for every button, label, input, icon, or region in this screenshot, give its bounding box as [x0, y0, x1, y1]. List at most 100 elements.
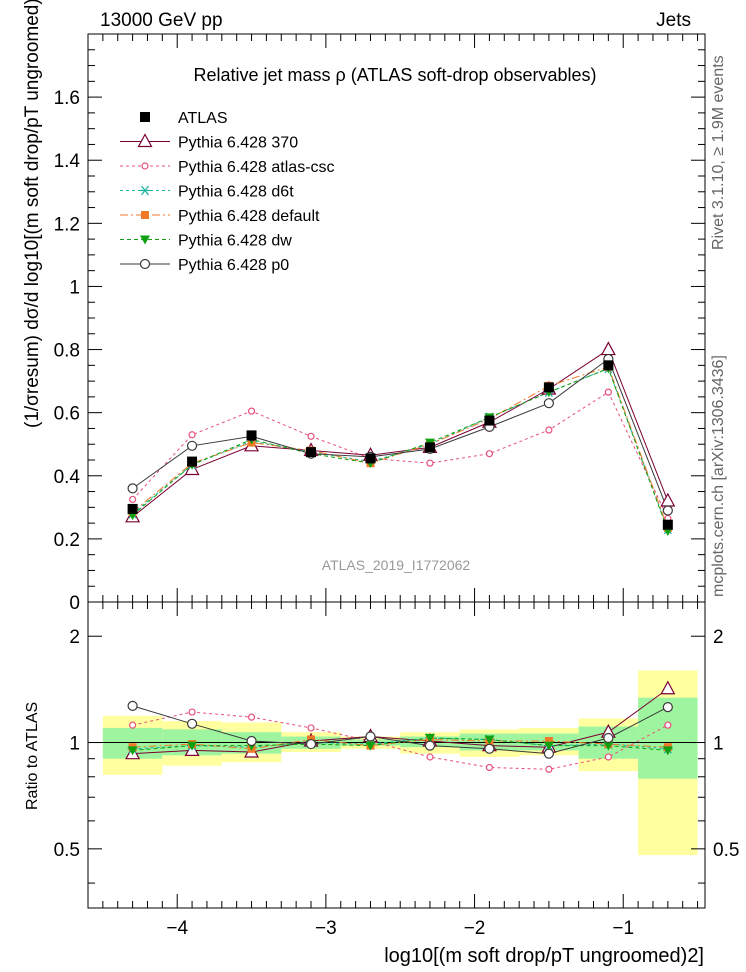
ratio-series-point: [603, 741, 614, 751]
main-series-point: [127, 483, 138, 494]
ratio-series-point: [543, 748, 554, 759]
ratio-plot-frame: [87, 601, 706, 909]
main-y-tick-label: 0.8: [54, 341, 80, 362]
ratio-y-tick-label: 2: [69, 627, 80, 648]
data-point: [365, 453, 376, 464]
ratio-y-tick-label: 1: [69, 734, 80, 755]
main-y-tick-label: 1.2: [54, 214, 80, 235]
main-series-line: [132, 391, 669, 519]
legend-marker: [141, 162, 149, 170]
legend-marker: [140, 112, 150, 122]
ratio-series-point: [365, 731, 376, 742]
main-series-point: [188, 431, 196, 439]
legend-label: Pythia 6.428 atlas-csc: [178, 159, 335, 176]
ratio-y-tick-label: 0.5: [54, 840, 80, 861]
data-point: [424, 442, 435, 453]
main-series-point: [247, 407, 256, 415]
main-y-tick-label: 1.6: [54, 88, 80, 109]
side-label-top: Rivet 3.1.10, ≥ 1.9M events: [710, 55, 727, 250]
ratio-series-point: [664, 721, 672, 729]
ratio-series-point: [660, 680, 676, 695]
legend-label: Pythia 6.428 370: [178, 135, 298, 152]
ratio-series-point: [186, 718, 198, 729]
ratio-series-point: [127, 700, 138, 711]
ratio-series-point: [307, 724, 315, 732]
ratio-y-tick-label-right: 2: [713, 627, 724, 648]
main-series-point: [307, 432, 315, 440]
ratio-y-tick-label-right: 1: [713, 734, 724, 755]
data-point: [484, 415, 495, 426]
ratio-y-axis-label: Ratio to ATLAS: [24, 702, 41, 810]
main-series-point: [545, 426, 553, 434]
data-point: [127, 503, 138, 514]
ratio-series-point: [187, 741, 198, 751]
x-tick-label: −1: [612, 918, 634, 939]
x-axis-label: log10[(m soft drop/pT ungroomed)2]: [384, 945, 704, 967]
main-series-line: [132, 367, 669, 530]
ratio-series-point: [424, 740, 436, 751]
main-series-point: [426, 459, 434, 467]
ratio-series-point: [484, 735, 495, 745]
ratio-series-point: [424, 734, 435, 744]
main-series-point: [662, 505, 673, 516]
chart-title: Relative jet mass ρ (ATLAS soft-drop obs…: [193, 65, 596, 85]
ratio-series-line: [132, 711, 669, 770]
legend-label: Pythia 6.428 default: [178, 208, 320, 225]
ratio-series-point: [188, 708, 196, 716]
main-series-point: [186, 440, 198, 451]
ratio-series-line: [132, 737, 668, 750]
main-series-point: [604, 388, 612, 396]
main-series-line: [132, 367, 669, 532]
ratio-series-point: [426, 753, 434, 761]
header-right: Jets: [656, 10, 691, 31]
main-series-line: [132, 366, 669, 529]
ratio-series-point: [604, 753, 612, 761]
ratio-series-point: [305, 738, 317, 750]
ratio-plot: −4 −3 −2 −1 0.5 0.5 1 1 2 2: [54, 601, 739, 939]
x-tick-label: −3: [315, 918, 337, 939]
ratio-series-point: [545, 765, 553, 773]
legend-marker: [137, 133, 153, 148]
data-point: [187, 456, 198, 467]
ratio-series-point: [544, 737, 553, 746]
ratio-series-point: [129, 721, 137, 729]
data-point: [246, 430, 257, 441]
ratio-series-point: [662, 746, 673, 756]
legend-label: Pythia 6.428 p0: [178, 257, 289, 274]
data-point: [543, 382, 554, 393]
main-plot: 0.2 0.4 0.6 0.8 1 1.2 1.4 1.6 0: [54, 33, 706, 614]
main-y-tick-label: 1: [69, 277, 80, 298]
legend-marker: [140, 235, 150, 245]
ratio-series-line: [132, 688, 669, 755]
watermark: ATLAS_2019_I1772062: [322, 557, 471, 573]
ratio-series-line: [132, 737, 668, 751]
ratio-series-point: [662, 701, 673, 713]
legend-label: Pythia 6.428 dw: [178, 233, 292, 250]
legend-label: ATLAS: [178, 110, 228, 127]
main-series-point: [129, 495, 137, 504]
legend-label: Pythia 6.428 d6t: [178, 184, 294, 201]
ratio-series-point: [247, 713, 256, 721]
ratio-series-point: [484, 743, 495, 754]
main-series-line: [132, 358, 669, 511]
legend-marker: [139, 258, 151, 270]
legend-marker: [141, 211, 149, 219]
main-y-tick-label: 0.6: [54, 404, 80, 425]
main-series-line: [132, 348, 669, 518]
ratio-series-point: [246, 735, 257, 747]
main-y-tick-label: 0.2: [54, 530, 80, 551]
legend-marker: [140, 185, 150, 196]
main-y-tick-label: 0: [69, 593, 80, 614]
ratio-series-point: [543, 741, 554, 751]
main-series-point: [543, 398, 554, 409]
data-point: [306, 447, 317, 458]
ratio-series-point: [127, 746, 138, 756]
ratio-series-point: [485, 763, 494, 772]
data-point: [662, 519, 673, 530]
main-y-tick-label: 0.4: [54, 467, 81, 488]
x-tick-label: −2: [464, 918, 486, 939]
main-series-point: [600, 341, 616, 356]
legend: ATLAS Pythia 6.428 370 Pythia 6.428 atlas-…: [120, 110, 335, 274]
ratio-y-tick-label-right: 0.5: [713, 840, 739, 861]
